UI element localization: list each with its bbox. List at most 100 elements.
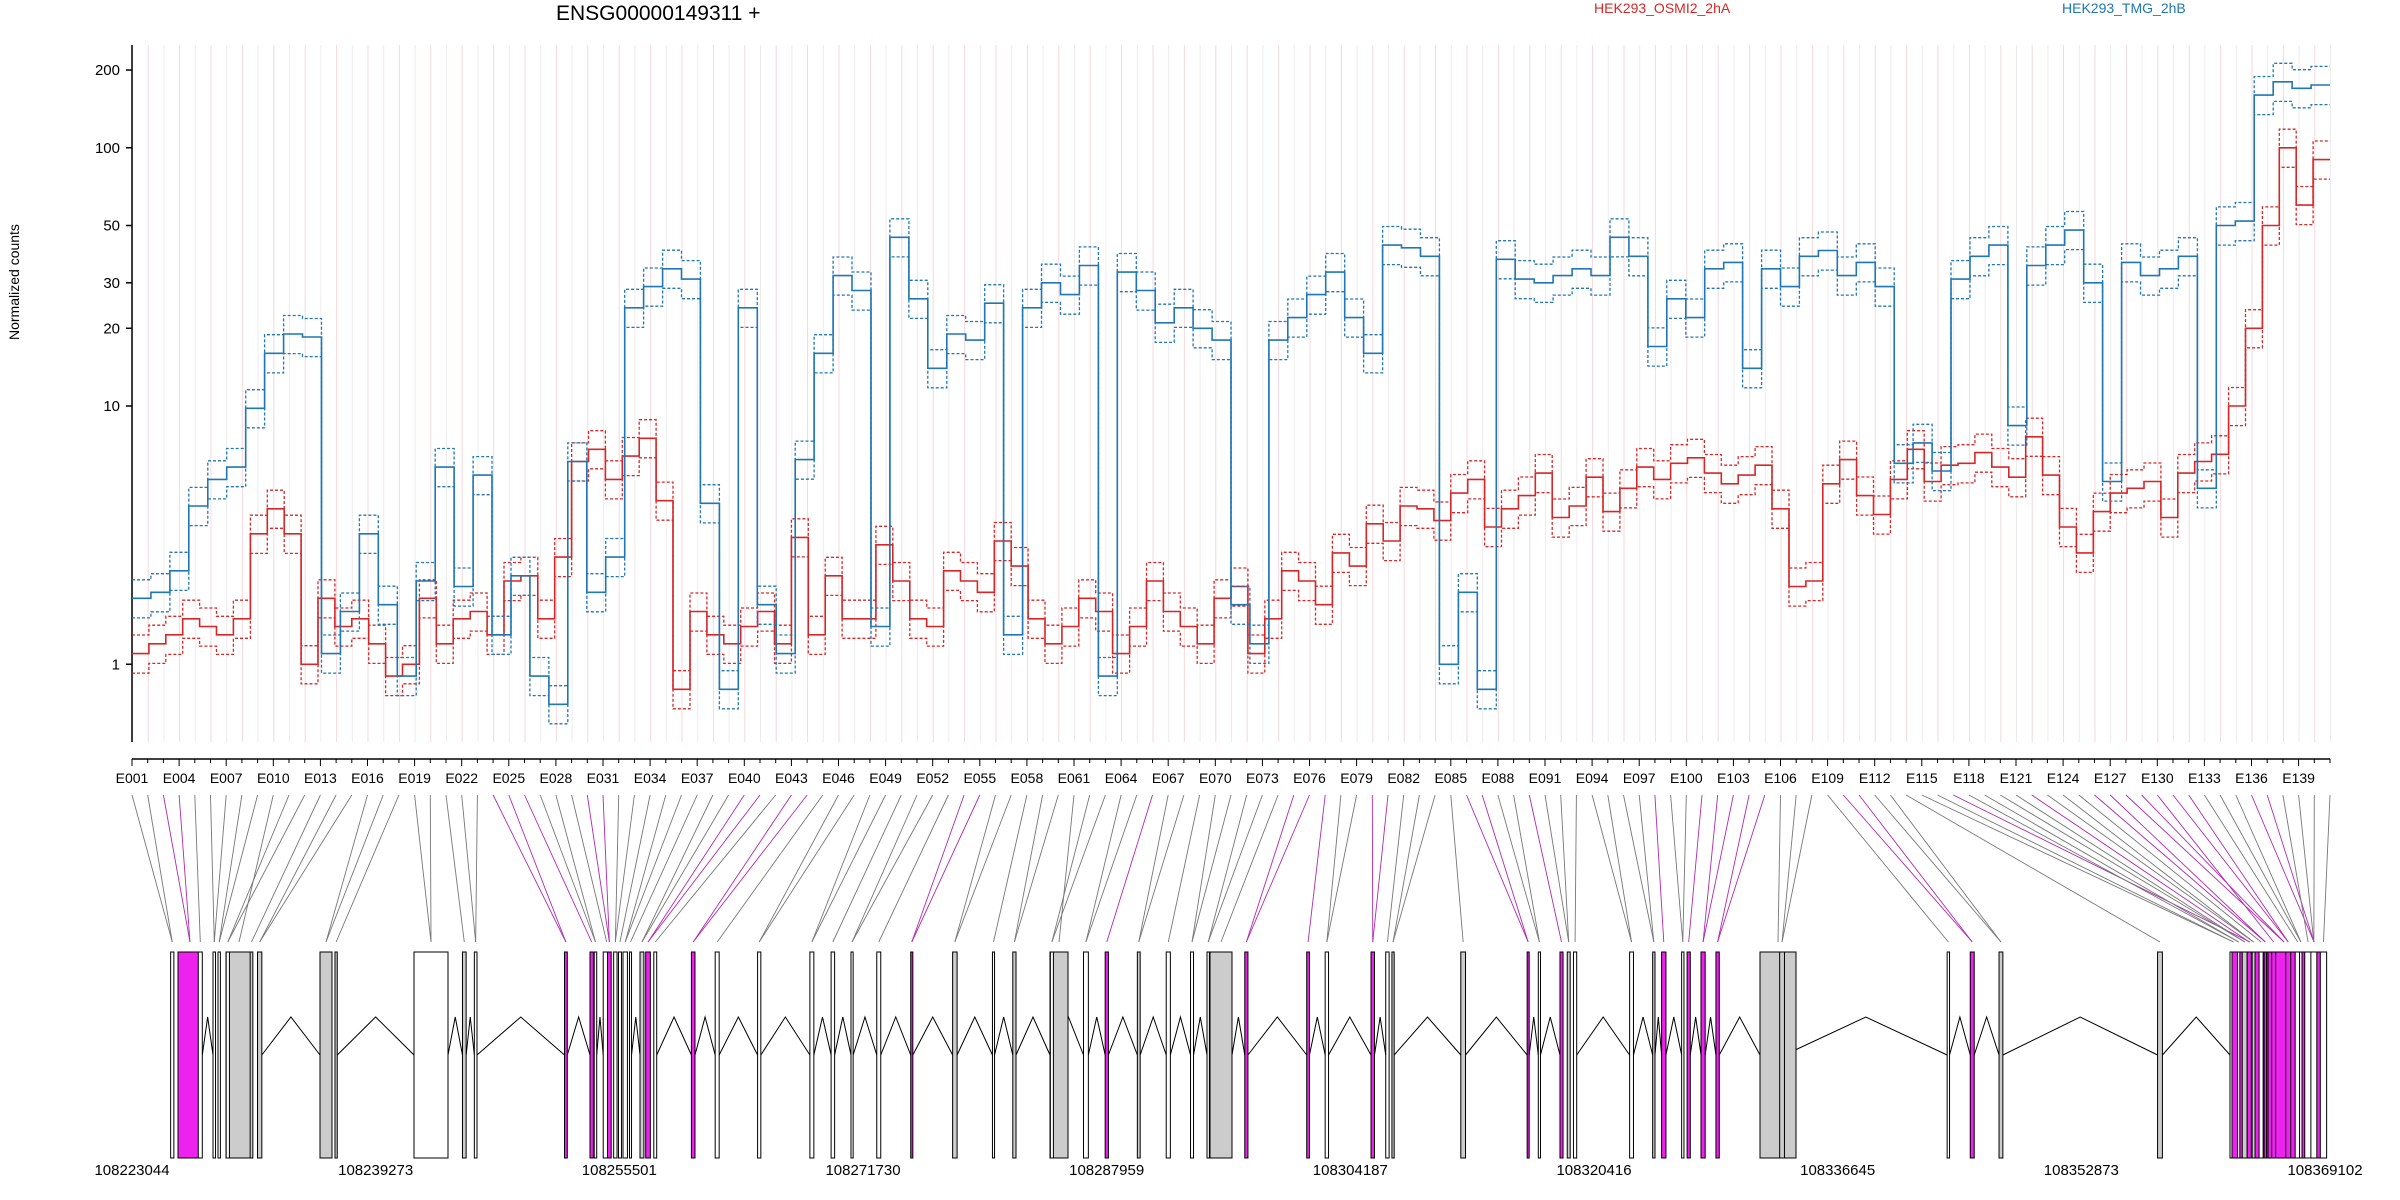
exon-connector — [1138, 794, 1185, 943]
exon-block — [1136, 951, 1141, 1159]
exon-connector — [1890, 794, 2002, 943]
intron-line — [880, 1015, 912, 1056]
intron-line — [956, 1015, 993, 1056]
intron-line — [1632, 1016, 1654, 1056]
exon-connector — [1058, 794, 1075, 943]
exon-tick-label: E100 — [1670, 770, 1703, 786]
exon-block — [2285, 951, 2292, 1159]
exon-connector — [259, 794, 353, 943]
exon-connector — [1051, 794, 1091, 943]
exon-connector — [1702, 794, 1734, 943]
exon-block — [1460, 951, 1467, 1159]
exon-connector — [238, 794, 274, 943]
exon-connector — [1688, 794, 1703, 943]
exon-block — [1652, 951, 1656, 1159]
exon-connector — [335, 794, 400, 943]
intron-line — [1231, 1016, 1246, 1056]
exon-boundary-grid — [132, 45, 2331, 742]
intron-line — [1139, 1015, 1167, 1056]
exon-tick-label: E085 — [1434, 770, 1467, 786]
intron-line — [994, 1016, 1014, 1056]
exon-block — [2157, 951, 2163, 1159]
intron-line — [1308, 1016, 1326, 1056]
intron-line — [760, 1016, 811, 1056]
exon-block — [1566, 951, 1571, 1159]
exon-tick-label: E118 — [1953, 770, 1985, 786]
exon-block — [2237, 951, 2241, 1159]
exon-connector — [1051, 794, 1106, 943]
exon-connector — [2062, 794, 2254, 943]
exon-block — [2251, 951, 2256, 1159]
exon-connector — [1167, 794, 1201, 943]
exon-tick-label: E007 — [210, 770, 243, 786]
exon-block — [473, 951, 478, 1159]
exon-connector — [954, 794, 996, 943]
exon-connector — [1191, 794, 1216, 943]
exon-tick-label: E103 — [1717, 770, 1750, 786]
exon-tick-label: E094 — [1576, 770, 1609, 786]
exon-connector — [147, 794, 173, 943]
exon-tick-label: E043 — [775, 770, 808, 786]
exon-connector — [1220, 794, 1279, 943]
exon-connector — [1528, 794, 1562, 943]
intron-line — [566, 1015, 591, 1056]
intron-line — [1087, 1016, 1106, 1056]
intron-line — [261, 1016, 321, 1056]
y-tick-label: 200 — [95, 62, 120, 79]
exon-connector — [1654, 794, 1665, 943]
exon-block — [2263, 951, 2268, 1159]
exon-connector — [832, 794, 902, 943]
exon-connector — [325, 794, 384, 943]
exon-block — [690, 951, 696, 1159]
exon-connector — [1858, 794, 1973, 943]
exon-connector — [259, 794, 337, 943]
intron-line — [631, 1016, 641, 1056]
exon-block — [413, 951, 449, 1159]
exon-connector — [1326, 794, 1358, 943]
intron-line — [447, 1016, 463, 1056]
exon-connector — [758, 794, 839, 943]
exon-tick-label: E127 — [2094, 770, 2127, 786]
exon-block — [1969, 951, 1975, 1159]
exon-connector — [911, 794, 981, 943]
exon-tick-label: E091 — [1529, 770, 1562, 786]
exon-block — [2258, 951, 2264, 1159]
exon-connector — [414, 794, 432, 943]
intron-line — [1169, 1015, 1192, 1056]
genomic-tick-label: 108336645 — [1800, 1162, 1875, 1179]
exon-tick-label: E025 — [492, 770, 525, 786]
exon-connector — [1326, 794, 1342, 943]
exon-block — [461, 951, 467, 1159]
exon-block — [628, 951, 633, 1159]
series-line-variant-a-1 — [132, 62, 2330, 687]
exon-connector — [624, 794, 667, 943]
exon-connector — [1138, 794, 1169, 943]
exon-tick-label: E052 — [916, 770, 949, 786]
exon-connector — [647, 794, 761, 943]
exon-block — [319, 951, 333, 1159]
exon-connector — [954, 794, 1012, 943]
exon-tick-label: E124 — [2047, 770, 2080, 786]
exon-block — [1759, 951, 1797, 1159]
exon-block — [1700, 951, 1706, 1159]
exon-block — [2246, 951, 2252, 1159]
exon-connector — [1013, 794, 1059, 943]
exon-connector — [1670, 794, 1684, 943]
exon-block — [225, 951, 253, 1159]
exon-block — [1049, 951, 1054, 1159]
exon-block — [2271, 951, 2277, 1159]
exon-tick-label: E061 — [1058, 770, 1091, 786]
exon-connector — [2078, 794, 2262, 943]
exon-block — [217, 951, 221, 1159]
exon-connector — [227, 794, 290, 943]
intron-line — [1973, 1015, 2000, 1056]
exon-connector — [227, 794, 306, 943]
exon-connector — [619, 794, 651, 943]
exon-connector — [630, 794, 698, 943]
intron-line — [1539, 1016, 1561, 1056]
exon-connector — [131, 794, 173, 943]
exon-tick-label: E001 — [116, 770, 149, 786]
exon-connector — [2125, 794, 2285, 943]
exon-block — [830, 951, 836, 1159]
exon-connector — [1607, 794, 1632, 943]
